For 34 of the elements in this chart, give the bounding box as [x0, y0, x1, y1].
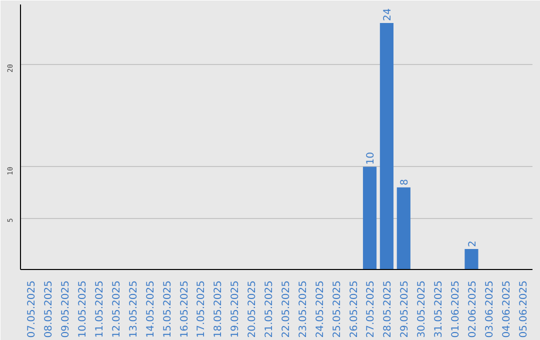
x-tick-label: 07.05.2025 [26, 280, 38, 338]
x-tick-label: 20.05.2025 [247, 280, 258, 338]
x-tick-label: 15.05.2025 [162, 280, 174, 338]
x-tick-label: 28.05.2025 [382, 280, 394, 338]
x-tick-label: 04.06.2025 [501, 280, 512, 338]
x-tick-label: 30.05.2025 [416, 280, 428, 338]
x-tick-label: 22.05.2025 [280, 280, 292, 338]
x-tick-label: 01.06.2025 [450, 280, 462, 338]
x-tick-label: 17.05.2025 [196, 280, 208, 338]
x-tick-label: 16.05.2025 [179, 280, 190, 338]
x-tick-label: 09.05.2025 [60, 280, 72, 338]
x-tick-label: 27.05.2025 [366, 280, 377, 338]
x-tick-label: 29.05.2025 [400, 280, 411, 338]
x-tick-label: 05.06.2025 [518, 280, 530, 338]
x-tick-label: 14.05.2025 [145, 280, 156, 338]
x-tick-label: 25.05.2025 [332, 280, 343, 338]
x-tick-label: 03.06.2025 [484, 280, 496, 338]
x-tick-label: 18.05.2025 [213, 280, 224, 338]
data-label: 24 [382, 8, 394, 21]
x-tick-label: 08.05.2025 [44, 280, 55, 338]
x-tick-label: 12.05.2025 [111, 280, 122, 338]
x-tick-label: 10.05.2025 [78, 280, 89, 338]
x-tick-label: 11.05.2025 [94, 280, 106, 338]
x-tick-label: 24.05.2025 [314, 280, 326, 338]
x-tick-label: 31.05.2025 [434, 280, 445, 338]
data-label: 2 [467, 240, 478, 247]
data-label: 10 [366, 152, 377, 165]
x-tick-label: 26.05.2025 [348, 280, 360, 338]
x-tick-label: 02.06.2025 [467, 280, 478, 338]
x-tick-label: 19.05.2025 [230, 280, 242, 338]
x-tick-label: 23.05.2025 [298, 280, 309, 338]
x-tick-label: 13.05.2025 [128, 280, 140, 338]
x-tick-label: 21.05.2025 [264, 280, 276, 338]
data-label: 8 [400, 178, 411, 186]
